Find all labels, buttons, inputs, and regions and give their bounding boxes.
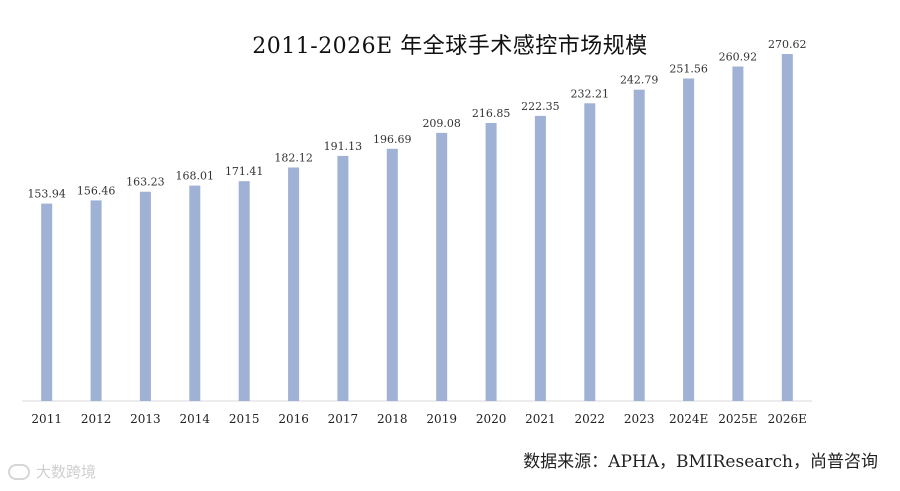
value-label-2019: 209.08 (422, 117, 461, 130)
value-label-2022: 232.21 (571, 87, 610, 100)
watermark: 大数跨境 (8, 461, 96, 482)
x-tick-2022: 2022 (575, 412, 606, 426)
x-tick-2017: 2017 (328, 412, 359, 426)
x-tick-2020: 2020 (476, 412, 507, 426)
value-label-2021: 222.35 (521, 100, 560, 113)
bar-2013 (139, 191, 151, 401)
x-tick-2026E: 2026E (768, 412, 807, 426)
x-tick-2023: 2023 (624, 412, 655, 426)
value-label-2026E: 270.62 (768, 38, 807, 51)
bar-2021 (534, 115, 546, 402)
bar-2019 (436, 132, 448, 401)
x-tick-2024E: 2024E (669, 412, 708, 426)
x-tick-2014: 2014 (180, 412, 211, 426)
x-tick-2011: 2011 (31, 412, 62, 426)
bar-2024E (683, 78, 695, 401)
bar-2018 (386, 148, 398, 401)
bar-2014 (189, 185, 201, 401)
watermark-logo-icon (8, 463, 30, 480)
bar-2015 (238, 181, 250, 401)
bar-2017 (337, 155, 349, 401)
value-label-2020: 216.85 (472, 107, 511, 120)
watermark-text: 大数跨境 (36, 463, 97, 481)
chart-title: 2011-2026E 年全球手术感控市场规模 (252, 34, 648, 59)
bar-2011 (41, 203, 53, 401)
bar-2026E (781, 54, 793, 401)
bar-2022 (584, 103, 596, 402)
x-tick-2025E: 2025E (718, 412, 757, 426)
bar-2025E (732, 66, 744, 401)
bar-2016 (288, 167, 300, 401)
value-label-2014: 168.01 (176, 170, 215, 183)
value-label-2011: 153.94 (27, 188, 66, 201)
x-tick-2018: 2018 (377, 412, 408, 426)
value-label-2018: 196.69 (373, 133, 412, 146)
x-tick-2013: 2013 (130, 412, 161, 426)
value-label-2016: 182.12 (274, 152, 313, 165)
x-tick-2012: 2012 (81, 412, 112, 426)
value-label-2012: 156.46 (77, 184, 116, 197)
value-label-2024E: 251.56 (669, 63, 708, 76)
value-label-2017: 191.13 (324, 140, 363, 153)
value-label-2015: 171.41 (225, 165, 264, 178)
bar-2012 (90, 200, 102, 401)
value-label-2013: 163.23 (126, 176, 165, 189)
x-tick-2019: 2019 (426, 412, 457, 426)
bar-2023 (633, 89, 645, 401)
value-label-2023: 242.79 (620, 74, 659, 87)
x-tick-2015: 2015 (229, 412, 260, 426)
value-label-2025E: 260.92 (719, 51, 758, 64)
bar-2020 (485, 123, 497, 401)
x-tick-labels-group: 2011 2012 2013 2014 2015 2016 2017 2018 2019 2020… (31, 412, 807, 426)
value-labels-group: 153.94 156.46 163.23 168.01 171.41 182.12 191.… (27, 38, 806, 201)
bars-group (41, 54, 793, 402)
data-source-note: 数据来源：APHA，BMIResearch，尚普咨询 (523, 452, 878, 472)
x-tick-2021: 2021 (525, 412, 556, 426)
x-tick-2016: 2016 (278, 412, 309, 426)
